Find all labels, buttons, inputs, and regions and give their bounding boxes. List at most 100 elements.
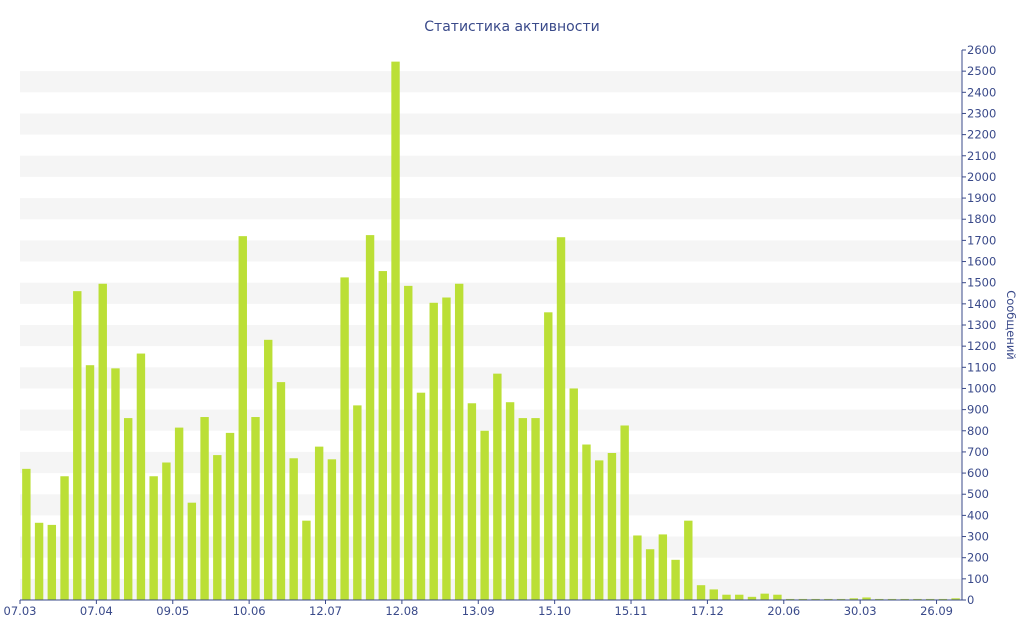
y-tick-label: 1500 xyxy=(967,276,996,290)
y-tick-label: 0 xyxy=(967,593,974,607)
bar xyxy=(620,425,629,600)
y-tick-label: 2300 xyxy=(967,106,996,120)
bar xyxy=(696,585,706,600)
grid-band xyxy=(20,367,962,389)
bar xyxy=(773,594,782,600)
bar xyxy=(302,520,311,600)
y-tick-label: 2600 xyxy=(967,43,996,57)
bar xyxy=(251,417,260,600)
bar xyxy=(124,418,133,600)
bar xyxy=(633,535,642,600)
bar xyxy=(671,559,680,600)
grid-band xyxy=(20,409,962,431)
x-tick-label: 12.08 xyxy=(385,604,418,618)
bar xyxy=(327,459,337,600)
bar xyxy=(900,598,909,600)
bar xyxy=(454,283,464,600)
bar xyxy=(722,594,731,600)
y-tick-label: 1400 xyxy=(967,297,996,311)
bar xyxy=(213,455,222,600)
y-tick-label: 1000 xyxy=(967,381,996,395)
bar xyxy=(544,312,553,600)
bar xyxy=(709,589,718,600)
bar xyxy=(353,405,362,600)
bar xyxy=(416,392,426,600)
bar xyxy=(429,302,438,600)
bar xyxy=(531,418,540,600)
y-tick-label: 1700 xyxy=(967,233,996,247)
bar xyxy=(518,418,528,600)
grid-bands xyxy=(20,71,962,600)
bar xyxy=(378,271,387,600)
bar xyxy=(276,382,286,600)
bar xyxy=(34,522,44,600)
y-axis: 0 100 200 300 400 500 600 700 800 900 1000 1100 1200… xyxy=(961,43,996,607)
bar xyxy=(467,403,477,600)
bar xyxy=(645,549,655,600)
bar xyxy=(913,598,922,600)
y-tick-label: 700 xyxy=(967,445,989,459)
bar xyxy=(556,237,566,600)
bar xyxy=(314,446,324,600)
bar xyxy=(225,432,235,600)
y-tick-label: 2500 xyxy=(967,64,996,78)
bar xyxy=(136,353,146,600)
x-tick-label: 20.06 xyxy=(767,604,800,618)
grid-band xyxy=(20,282,962,304)
bar xyxy=(684,520,693,600)
bar xyxy=(98,283,107,600)
bar xyxy=(951,598,960,600)
grid-band xyxy=(20,325,962,347)
bar xyxy=(735,594,744,600)
bar xyxy=(582,444,591,600)
bar xyxy=(493,373,502,600)
bar xyxy=(200,417,209,600)
bar xyxy=(264,339,273,600)
bar xyxy=(238,236,247,600)
y-tick-label: 200 xyxy=(967,551,989,565)
bar xyxy=(47,524,57,600)
x-tick-label: 15.11 xyxy=(615,604,648,618)
x-tick-label: 07.04 xyxy=(80,604,113,618)
grid-band xyxy=(20,113,962,135)
y-tick-label: 2100 xyxy=(967,149,996,163)
y-tick-label: 1200 xyxy=(967,339,996,353)
x-tick-label: 15.10 xyxy=(538,604,571,618)
bar xyxy=(505,402,515,600)
bar xyxy=(925,598,935,600)
y-tick-label: 500 xyxy=(967,487,989,501)
y-tick-label: 100 xyxy=(967,572,989,586)
y-tick-label: 2000 xyxy=(967,170,996,184)
bar xyxy=(480,430,489,600)
bar xyxy=(607,452,617,600)
y-tick-label: 1900 xyxy=(967,191,996,205)
x-tick-label: 17.12 xyxy=(691,604,724,618)
bar xyxy=(875,598,884,600)
grid-band xyxy=(20,240,962,262)
bar xyxy=(365,235,375,600)
x-tick-label: 26.09 xyxy=(920,604,953,618)
x-axis: 07.03 07.04 09.05 10.06 12.07 12.08 13.09 15.10… xyxy=(4,599,962,618)
bar xyxy=(85,365,95,600)
bar xyxy=(785,598,795,600)
grid-band xyxy=(20,155,962,177)
x-tick-label: 10.06 xyxy=(233,604,266,618)
y-tick-label: 800 xyxy=(967,424,989,438)
bar xyxy=(849,598,858,600)
bar xyxy=(391,61,400,600)
bar xyxy=(340,277,349,600)
bar xyxy=(73,291,82,600)
bar xyxy=(747,596,757,600)
y-tick-label: 1300 xyxy=(967,318,996,332)
bar xyxy=(938,598,948,600)
x-tick-label: 13.09 xyxy=(462,604,495,618)
bar xyxy=(798,598,808,600)
bar xyxy=(887,598,897,600)
bar xyxy=(187,502,197,600)
bar xyxy=(111,368,120,600)
grid-band xyxy=(20,451,962,474)
x-tick-label: 09.05 xyxy=(156,604,189,618)
x-tick-label: 30.03 xyxy=(844,604,877,618)
grid-band xyxy=(20,71,962,93)
bar xyxy=(22,468,31,600)
